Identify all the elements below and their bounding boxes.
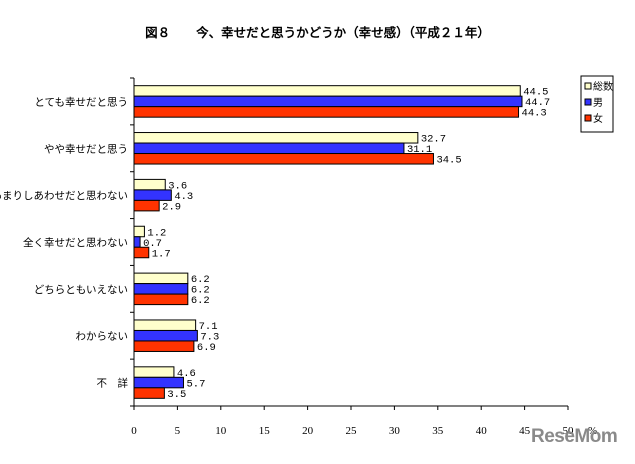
value-label-男-6: 5.7 [186,378,205,390]
x-tick-label-0: 0 [131,425,137,437]
bar-女-4 [133,293,189,306]
value-label-総数-2: 3.6 [168,180,187,192]
bar-女-2 [133,199,160,212]
x-tick-label-2: 10 [215,425,227,437]
title-text: 今、幸せだと思うかどうか（幸せ感）（平成２１年） [196,25,490,40]
x-tick-label-9: 45 [519,425,531,437]
value-label-総数-4: 6.2 [191,274,210,286]
figure-number: 図８ [145,25,171,40]
bar-女-1 [133,153,434,165]
value-label-女-3: 1.7 [152,248,171,260]
bar-男-6 [133,376,184,389]
legend-swatch-男 [584,98,592,106]
value-label-女-6: 3.5 [167,389,186,401]
category-label-2: あまりしあわせだと思わない [0,190,128,202]
category-label-5: わからない [76,331,129,343]
x-tick-label-7: 35 [432,425,444,437]
value-label-総数-5: 7.1 [199,321,218,333]
bar-女-6 [133,387,165,399]
bar-総数-3 [133,225,145,238]
legend-swatch-総数 [584,82,592,90]
legend-label-男: 男 [593,97,603,109]
bar-総数-4 [133,272,189,285]
bars-group: 44.544.744.332.731.134.53.64.32.91.20.71… [133,85,550,401]
value-label-総数-3: 1.2 [147,227,166,239]
x-tick-label-8: 40 [476,425,488,437]
category-label-1: やや幸せだと思う [44,143,128,155]
legend-label-総数: 総数 [593,80,613,93]
bar-男-1 [133,142,405,155]
legend-swatch-女 [584,114,592,122]
x-tick-label-4: 20 [302,425,314,437]
bar-男-4 [133,283,189,295]
bar-総数-2 [133,178,166,191]
x-tick-label-1: 5 [175,425,181,437]
x-tick-label-3: 15 [259,425,271,437]
chart-title: 図８ 今、幸せだと思うかどうか（幸せ感）（平成２１年） [0,22,635,41]
bar-総数-1 [133,132,419,144]
bar-総数-0 [133,85,521,97]
x-tick-label-10: 50 [563,425,575,437]
value-label-総数-1: 32.7 [421,134,446,146]
bar-女-3 [133,246,150,259]
value-label-総数-0: 44.5 [523,87,548,99]
category-label-6: 不 詳 [97,377,129,390]
category-label-4: どちらともいえない [34,284,128,296]
bar-女-0 [133,106,520,118]
category-label-0: とても幸せだと思う [34,96,128,108]
value-label-女-4: 6.2 [191,295,210,307]
legend-label-女: 女 [593,112,603,125]
bar-男-3 [133,236,141,248]
bar-男-2 [133,189,172,201]
value-label-女-5: 6.9 [197,342,216,354]
value-label-男-2: 4.3 [174,191,193,203]
value-label-男-0: 44.7 [525,97,550,109]
value-label-女-1: 34.5 [436,155,461,167]
bar-総数-6 [133,366,175,378]
bar-男-0 [133,95,523,108]
bar-女-5 [133,340,195,352]
value-label-女-0: 44.3 [522,108,547,120]
x-tick-label-6: 30 [389,425,401,437]
x-unit-label: % [588,425,597,437]
value-label-男-5: 7.3 [200,331,219,343]
value-label-男-4: 6.2 [191,285,210,297]
value-label-女-2: 2.9 [162,201,181,213]
x-tick-label-5: 25 [346,425,358,437]
watermark-logo: ReseMom [531,426,618,447]
category-label-3: 全く幸せだと思わない [23,236,128,249]
bar-総数-5 [133,319,197,331]
axes-group: とても幸せだと思うやや幸せだと思うあまりしあわせだと思わない全く幸せだと思わない… [0,77,597,437]
bar-男-5 [133,329,198,342]
